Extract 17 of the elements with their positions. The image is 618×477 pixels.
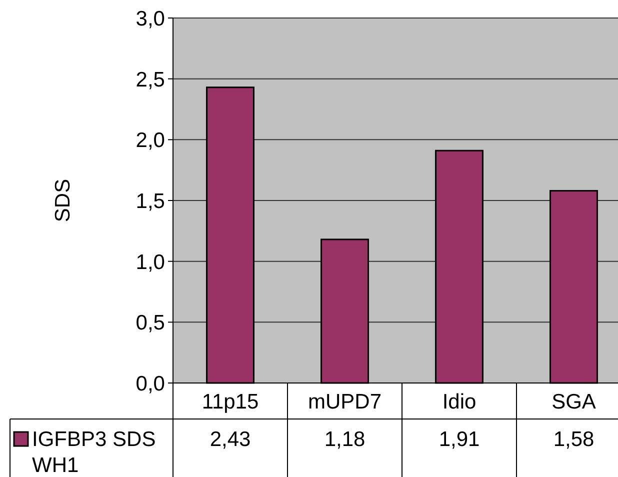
x-tick-label: Idio bbox=[442, 390, 476, 414]
data-label: 1,91 bbox=[438, 428, 480, 451]
y-tick-label: 0,5 bbox=[136, 312, 165, 335]
x-tick-label: SGA bbox=[552, 390, 596, 414]
y-tick-label: 3,0 bbox=[136, 8, 165, 31]
y-tick-label: 0,0 bbox=[136, 372, 165, 396]
x-tick-label: 11p15 bbox=[202, 390, 259, 414]
y-tick-label: 2,5 bbox=[136, 68, 165, 92]
data-label: 2,43 bbox=[210, 428, 251, 451]
legend-label: IGFBP3 SDS WH1 bbox=[32, 428, 156, 477]
y-axis-title: SDS bbox=[52, 178, 75, 222]
y-tick-label: 1,0 bbox=[136, 250, 165, 274]
y-tick-label: 1,5 bbox=[136, 190, 165, 214]
data-label: 1,18 bbox=[324, 428, 366, 451]
x-tick-label: mUPD7 bbox=[308, 390, 382, 414]
data-label: 1,58 bbox=[553, 428, 594, 451]
y-tick-label: 2,0 bbox=[136, 129, 165, 152]
